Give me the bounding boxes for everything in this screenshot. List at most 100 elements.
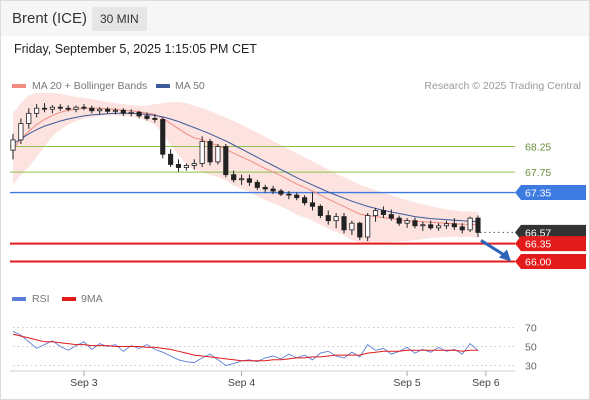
level-label-0: 68.25 <box>525 142 551 154</box>
candle-body <box>89 107 95 112</box>
candle-body <box>270 188 276 192</box>
timeframe-badge[interactable]: 30 MIN <box>92 7 147 31</box>
level-tag-5 <box>515 254 586 270</box>
candle-body <box>18 123 24 141</box>
candlesticks <box>10 103 481 242</box>
rsi-legend-label: RSI <box>32 293 50 305</box>
x-tick-label-0: Sep 3 <box>70 377 98 389</box>
ma20-legend-swatch <box>12 84 26 88</box>
candle-body <box>10 139 16 151</box>
candle-body <box>349 222 355 231</box>
rsi-level-label-0: 70 <box>525 323 537 335</box>
candle-body <box>152 118 158 120</box>
candle-body <box>246 178 253 183</box>
candle-body <box>160 119 166 155</box>
candle-body <box>136 111 142 117</box>
x-tick-label-1: Sep 4 <box>228 377 256 389</box>
candle-body <box>396 217 402 224</box>
candle-body <box>199 141 205 164</box>
candle-body <box>41 107 48 110</box>
ma50-line <box>12 112 479 223</box>
rsi-ma-legend-label: 9MA <box>81 293 103 305</box>
candle-body <box>459 226 465 231</box>
candle-body <box>357 222 363 238</box>
candle-body <box>436 225 442 229</box>
candle-body <box>73 106 79 110</box>
chart-datetime: Friday, September 5, 2025 1:15:05 PM CET <box>14 42 257 56</box>
rsi-level-label-1: 50 <box>525 342 537 354</box>
x-tick-label-2: Sep 5 <box>393 377 421 389</box>
candle-body <box>81 106 87 109</box>
candle-body <box>191 163 197 166</box>
candle-body <box>57 106 63 109</box>
candle-body <box>365 215 371 238</box>
time-axis: Sep 3 Sep 4 Sep 5 Sep 6 <box>10 370 515 389</box>
candle-body <box>333 216 339 222</box>
candle-body <box>325 215 331 222</box>
rsi-ma-legend-swatch <box>62 297 76 301</box>
level-label-2: 67.35 <box>525 188 551 200</box>
ma50-legend-label: MA 50 <box>175 80 205 92</box>
candle-body <box>475 217 481 233</box>
candle-body <box>128 111 134 114</box>
candle-body <box>286 193 292 196</box>
research-credit: Research © 2025 Trading Central <box>424 80 581 92</box>
candle-body <box>404 220 410 224</box>
trend-arrow <box>480 239 511 262</box>
candle-body <box>294 194 300 199</box>
candle-body <box>302 197 308 204</box>
candle-body <box>412 220 418 227</box>
rsi-ma9-line <box>12 333 478 362</box>
x-tick-label-3: Sep 6 <box>472 377 500 389</box>
bollinger-band-fill <box>13 92 478 244</box>
candle-body <box>388 214 394 219</box>
candle-body <box>223 146 229 176</box>
level-tag-2 <box>515 185 586 201</box>
ma50-legend-swatch <box>156 84 170 88</box>
level-tag-4 <box>515 236 586 252</box>
candle-body <box>26 112 32 124</box>
candle-body <box>443 223 450 227</box>
rsi-level-label-2: 30 <box>525 361 537 373</box>
level-label-4: 66.35 <box>525 239 551 251</box>
candle-body <box>120 109 126 114</box>
chart-header: Brent (ICE) 30 MIN <box>0 0 590 36</box>
rsi-panel: 70 50 30 <box>12 323 537 373</box>
candle-body <box>428 224 434 229</box>
candle-body <box>175 164 182 168</box>
candle-body <box>467 217 473 231</box>
candle-body <box>309 202 316 207</box>
candle-body <box>380 210 386 215</box>
candle-body <box>341 216 347 231</box>
candle-body <box>207 141 213 163</box>
candle-body <box>278 190 284 195</box>
candle-body <box>451 223 457 228</box>
candle-body <box>144 115 150 119</box>
bollinger-bands <box>13 92 478 244</box>
candle-body <box>317 205 323 216</box>
candle-body <box>254 181 260 188</box>
candle-body <box>262 187 268 190</box>
candle-body <box>34 107 40 114</box>
candle-body <box>215 146 221 163</box>
candle-body <box>105 108 111 112</box>
candle-body <box>49 106 55 110</box>
candle-body <box>97 108 103 112</box>
rsi-legend-swatch <box>12 297 26 301</box>
trend-arrow-shaft <box>480 239 506 257</box>
candle-body <box>238 178 245 181</box>
key-levels <box>10 146 515 263</box>
level-label-1: 67.75 <box>525 167 551 179</box>
level-label-5: 66.00 <box>525 257 551 269</box>
trend-arrow-head <box>499 249 511 262</box>
candle-body <box>112 109 119 112</box>
candle-body <box>65 107 71 110</box>
candle-body <box>183 165 189 168</box>
candle-body <box>231 174 237 181</box>
instrument-title: Brent (ICE) <box>12 10 88 27</box>
candle-body <box>168 153 174 165</box>
candle-body <box>420 224 426 227</box>
ma20-legend-label: MA 20 + Bollinger Bands <box>32 80 148 92</box>
